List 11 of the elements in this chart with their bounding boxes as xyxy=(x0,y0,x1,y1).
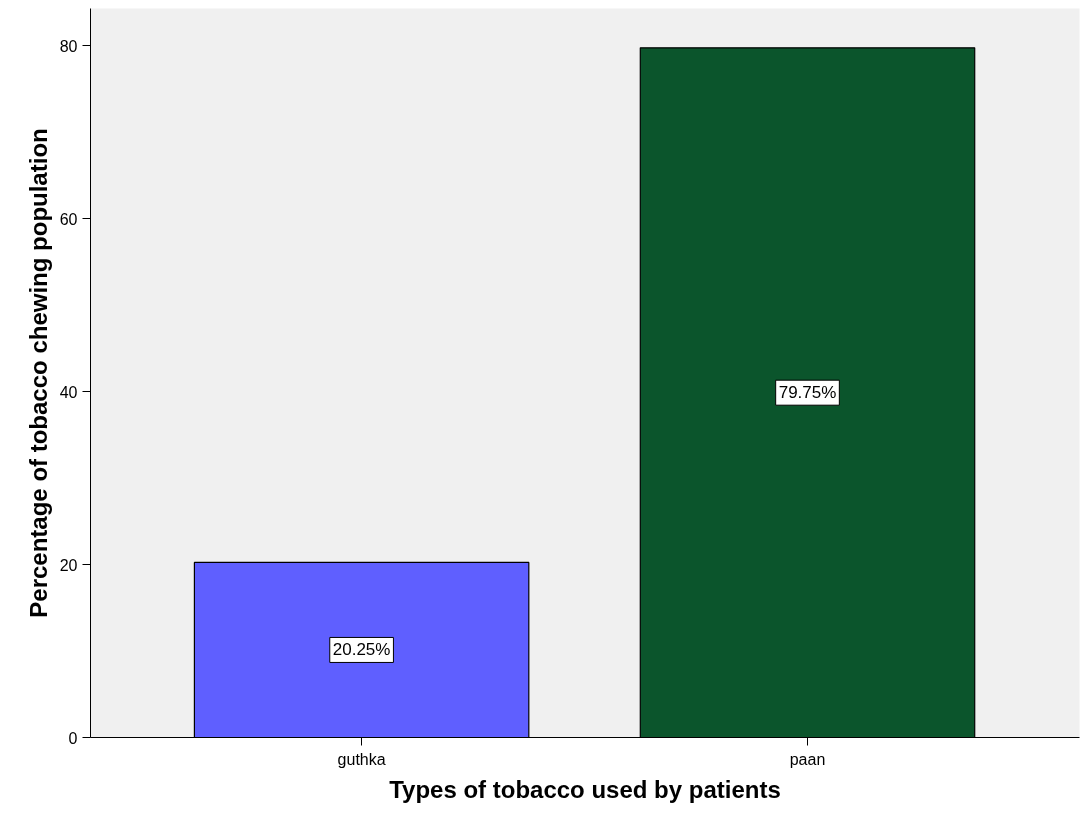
y-tick-label: 40 xyxy=(59,383,78,401)
x-tick-label: guthka xyxy=(337,750,386,768)
data-label: 20.25% xyxy=(332,640,391,660)
data-label: 79.75% xyxy=(778,383,837,403)
y-axis-title: Percentage of tobacco chewing population xyxy=(24,128,52,618)
y-tick-label: 80 xyxy=(59,37,78,55)
y-tick-label: 0 xyxy=(68,729,78,747)
x-tick-label: paan xyxy=(789,750,826,768)
y-tick-label: 20 xyxy=(59,556,78,574)
x-axis-title: Types of tobacco used by patients xyxy=(389,775,781,803)
y-tick-label: 60 xyxy=(59,210,78,228)
